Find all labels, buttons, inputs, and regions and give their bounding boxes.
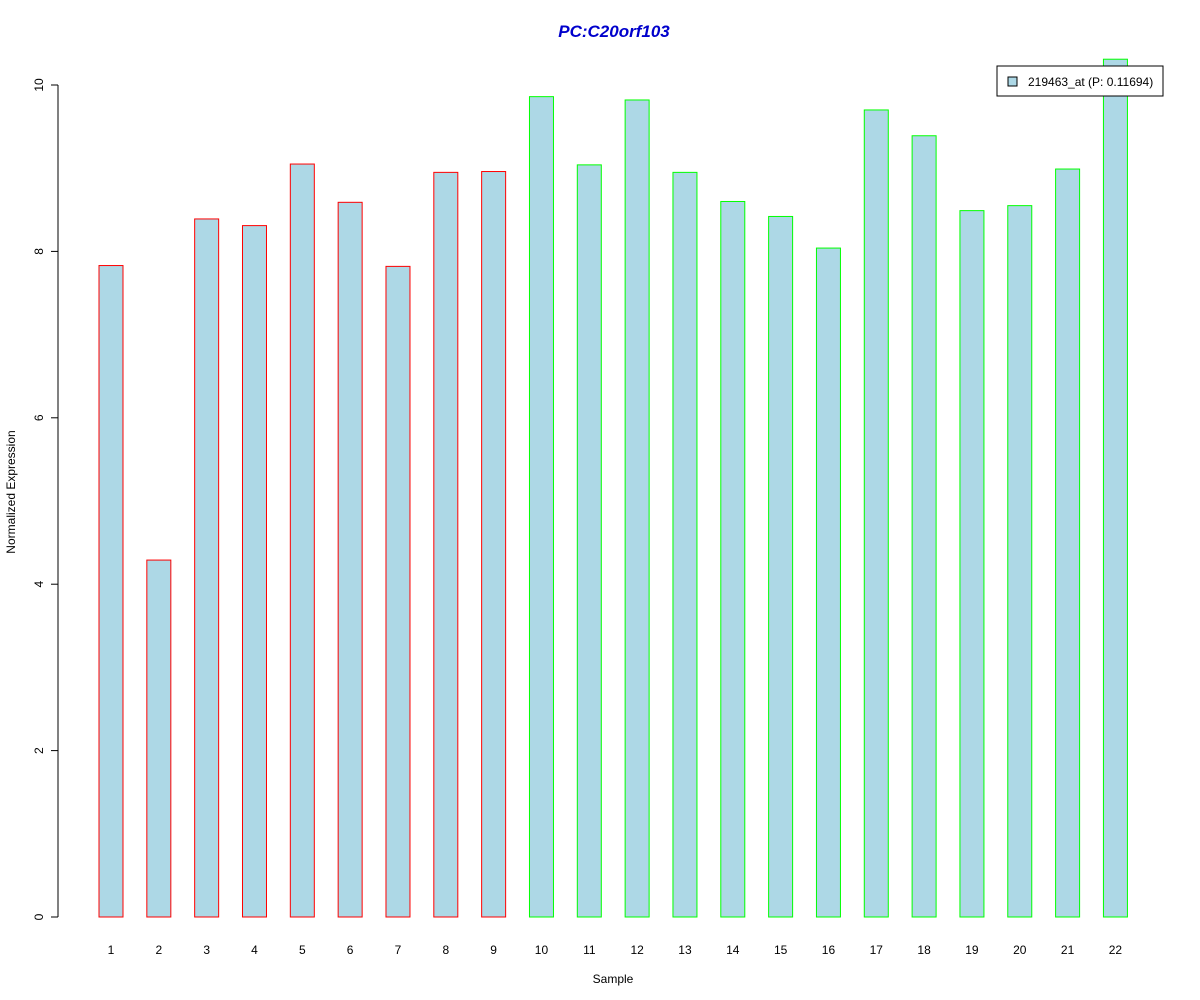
bar-sample-11: [576, 164, 602, 918]
x-tick-group: 1 2 3 4 5 6 7 8 9 10 11 12 13 14 15 16 17 18 19 20 21 22: [108, 943, 1123, 957]
x-tick-label: 3: [203, 943, 210, 957]
bar-sample-5: [289, 163, 315, 918]
bar-sample-8: [433, 171, 459, 918]
bar-sample-9: [481, 171, 507, 918]
x-tick-label: 14: [726, 943, 740, 957]
bar-sample-16: [815, 247, 841, 918]
legend-swatch: [1007, 76, 1018, 87]
y-tick-label: 6: [32, 414, 46, 421]
bar-sample-19: [959, 210, 985, 918]
legend: 219463_at (P: 0.11694): [996, 65, 1164, 97]
bar-sample-18: [911, 135, 937, 918]
x-tick-label: 9: [490, 943, 497, 957]
bar-sample-3: [194, 218, 220, 918]
x-tick-label: 10: [535, 943, 549, 957]
y-tick-label: 2: [32, 747, 46, 754]
legend-label: 219463_at (P: 0.11694): [1028, 75, 1153, 89]
x-tick-label: 18: [917, 943, 931, 957]
bar-sample-22: [1102, 58, 1128, 918]
bar-sample-12: [624, 99, 650, 918]
x-tick-label: 15: [774, 943, 788, 957]
x-tick-label: 1: [108, 943, 115, 957]
x-tick-label: 17: [870, 943, 884, 957]
legend-box: [996, 65, 1164, 97]
bar-sample-10: [528, 96, 554, 918]
chart-title: PC:C20orf103: [558, 22, 670, 41]
x-tick-label: 2: [155, 943, 162, 957]
bar-sample-20: [1007, 205, 1033, 918]
x-tick-label: 19: [965, 943, 979, 957]
y-tick-label: 4: [32, 581, 46, 588]
y-axis-title: Normalized Expression: [4, 430, 18, 553]
x-tick-label: 16: [822, 943, 836, 957]
x-tick-label: 8: [442, 943, 449, 957]
x-tick-label: 12: [630, 943, 644, 957]
bar-sample-1: [98, 265, 124, 918]
y-tick-label: 8: [32, 248, 46, 255]
x-axis-title: Sample: [593, 972, 634, 986]
bar-sample-7: [385, 265, 411, 918]
bar-sample-4: [241, 225, 267, 918]
bar-sample-13: [672, 171, 698, 918]
x-tick-label: 22: [1109, 943, 1123, 957]
bar-sample-21: [1055, 168, 1081, 918]
x-tick-label: 5: [299, 943, 306, 957]
bar-sample-14: [720, 200, 746, 918]
x-tick-label: 21: [1061, 943, 1075, 957]
x-tick-label: 13: [678, 943, 692, 957]
x-tick-label: 6: [347, 943, 354, 957]
y-tick-label: 0: [32, 913, 46, 920]
bar-sample-17: [863, 109, 889, 918]
y-tick-group: 0 2 4 6 8 10: [32, 78, 58, 920]
x-tick-label: 11: [583, 943, 596, 957]
bar-sample-2: [146, 559, 172, 918]
bar-group: [98, 58, 1128, 918]
x-tick-label: 20: [1013, 943, 1027, 957]
y-tick-label: 10: [32, 78, 46, 92]
x-tick-label: 4: [251, 943, 258, 957]
bar-sample-15: [768, 215, 794, 918]
bar-sample-6: [337, 201, 363, 918]
x-tick-label: 7: [395, 943, 402, 957]
